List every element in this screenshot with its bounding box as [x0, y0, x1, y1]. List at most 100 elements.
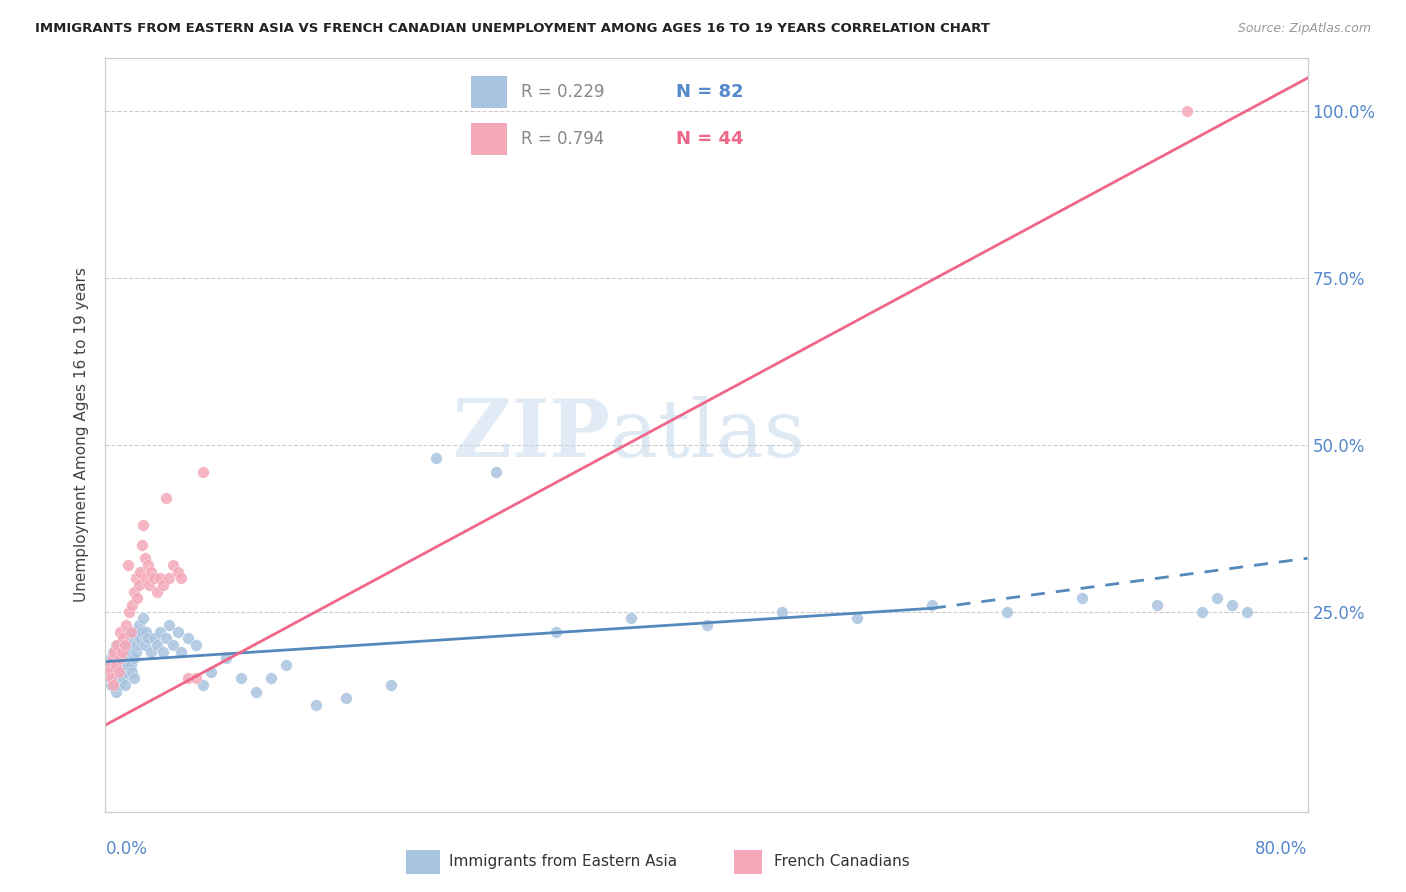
Point [125, 638, 148, 652]
Point [107, 651, 129, 665]
Point [110, 638, 132, 652]
Point [245, 684, 267, 698]
Point [169, 571, 191, 585]
Point [1236, 605, 1258, 619]
Point [110, 671, 132, 685]
Point [845, 611, 868, 625]
Point [120, 624, 142, 639]
Point [108, 665, 131, 679]
Point [117, 657, 139, 672]
Point [1071, 591, 1094, 606]
Point [152, 578, 174, 592]
Point [121, 665, 143, 679]
Point [100, 671, 122, 685]
Point [98, 671, 121, 685]
Point [184, 671, 207, 685]
Point [696, 618, 718, 632]
FancyBboxPatch shape [406, 850, 440, 874]
Point [184, 638, 207, 652]
Point [546, 624, 568, 639]
Point [129, 632, 152, 646]
Point [110, 651, 132, 665]
Point [335, 691, 357, 706]
Point [104, 638, 127, 652]
Point [169, 645, 191, 659]
Point [114, 651, 136, 665]
Text: Immigrants from Eastern Asia: Immigrants from Eastern Asia [450, 854, 678, 869]
Point [155, 491, 177, 506]
Point [115, 645, 138, 659]
FancyBboxPatch shape [734, 850, 762, 874]
Point [128, 618, 150, 632]
Point [770, 605, 793, 619]
Point [191, 678, 214, 692]
Point [97, 657, 120, 672]
Point [131, 624, 153, 639]
Point [129, 565, 152, 579]
Point [107, 665, 129, 679]
Point [124, 645, 146, 659]
Point [995, 605, 1018, 619]
Point [191, 465, 214, 479]
Point [98, 665, 121, 679]
Point [139, 565, 162, 579]
Point [142, 571, 165, 585]
Text: 0.0%: 0.0% [105, 840, 148, 858]
Point [103, 657, 125, 672]
Point [118, 624, 141, 639]
Point [157, 618, 180, 632]
Point [118, 651, 141, 665]
Point [131, 538, 153, 552]
Point [136, 632, 159, 646]
Point [111, 665, 134, 679]
Point [425, 451, 447, 466]
Text: atlas: atlas [610, 396, 806, 474]
Point [122, 671, 145, 685]
Point [122, 651, 145, 665]
Point [135, 571, 157, 585]
Point [214, 651, 236, 665]
Point [100, 678, 122, 692]
Point [111, 645, 134, 659]
Point [1206, 591, 1229, 606]
Point [101, 665, 124, 679]
Point [117, 558, 139, 572]
Point [155, 632, 177, 646]
Point [1146, 598, 1168, 612]
Point [145, 584, 167, 599]
Point [132, 611, 155, 625]
Point [104, 684, 127, 698]
Point [114, 638, 136, 652]
Point [125, 591, 148, 606]
Point [134, 638, 156, 652]
Point [148, 624, 170, 639]
Text: ZIP: ZIP [453, 396, 610, 474]
Point [121, 632, 143, 646]
Point [121, 598, 143, 612]
Point [485, 465, 508, 479]
Text: IMMIGRANTS FROM EASTERN ASIA VS FRENCH CANADIAN UNEMPLOYMENT AMONG AGES 16 TO 19: IMMIGRANTS FROM EASTERN ASIA VS FRENCH C… [35, 22, 990, 36]
Point [107, 638, 129, 652]
Point [1175, 104, 1198, 119]
Point [122, 584, 145, 599]
Point [148, 571, 170, 585]
Point [136, 558, 159, 572]
Point [117, 638, 139, 652]
Point [111, 645, 134, 659]
Point [110, 624, 132, 639]
Point [921, 598, 943, 612]
Point [108, 678, 131, 692]
Point [103, 645, 125, 659]
Text: 80.0%: 80.0% [1256, 840, 1308, 858]
Point [229, 671, 252, 685]
Point [274, 657, 297, 672]
Point [620, 611, 643, 625]
Point [124, 624, 146, 639]
Point [138, 578, 160, 592]
Point [97, 657, 120, 672]
Point [200, 665, 222, 679]
Y-axis label: Unemployment Among Ages 16 to 19 years: Unemployment Among Ages 16 to 19 years [75, 268, 90, 602]
Point [108, 657, 131, 672]
Point [132, 517, 155, 532]
Point [145, 638, 167, 652]
